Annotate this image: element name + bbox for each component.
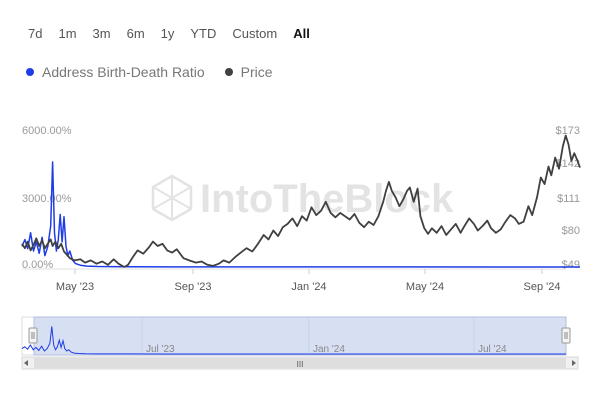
range-all-button[interactable]: All bbox=[293, 26, 310, 41]
x-tick-label: May '23 bbox=[56, 281, 94, 293]
navigator-selected-range[interactable] bbox=[33, 316, 567, 356]
navigator-label: Jul '24 bbox=[478, 344, 507, 355]
legend-item-birth-death-ratio[interactable]: Address Birth-Death Ratio bbox=[26, 64, 205, 80]
scrollbar-thumb[interactable] bbox=[34, 358, 566, 368]
watermark-logo-icon bbox=[151, 174, 193, 222]
scroll-left-arrow-icon[interactable] bbox=[24, 360, 28, 366]
time-range-selector: 7d 1m 3m 6m 1y YTD Custom All bbox=[22, 22, 316, 45]
range-1m-button[interactable]: 1m bbox=[58, 26, 77, 41]
y-right-tick-label: $173 bbox=[556, 125, 580, 137]
x-tick-label: Sep '24 bbox=[524, 281, 561, 293]
x-tick-label: Sep '23 bbox=[175, 281, 212, 293]
y-left-tick-label: 3000.00% bbox=[22, 193, 72, 205]
range-1y-button[interactable]: 1y bbox=[160, 26, 175, 41]
watermark-text: IntoTheBlock bbox=[200, 177, 454, 221]
chart-legend: Address Birth-Death Ratio Price bbox=[26, 64, 273, 80]
y-left-tick-label: 0.00% bbox=[22, 259, 53, 271]
watermark: IntoTheBlock bbox=[151, 174, 454, 222]
navigator-label: Jul '23 bbox=[146, 344, 175, 355]
legend-dot-icon bbox=[224, 68, 233, 76]
navigator-right-handle[interactable] bbox=[561, 327, 571, 344]
legend-dot-icon bbox=[26, 68, 34, 76]
series-line-birth-death-ratio bbox=[21, 161, 581, 268]
y-right-tick-label: $80 bbox=[562, 225, 580, 237]
x-tick-label: Jan '24 bbox=[291, 281, 326, 293]
x-tick-label: May '24 bbox=[406, 281, 444, 293]
scrollbar-grip-icon: III bbox=[297, 360, 304, 369]
y-right-tick-label: $49 bbox=[562, 259, 580, 271]
y-right-tick-label: $111 bbox=[557, 193, 580, 205]
legend-item-price[interactable]: Price bbox=[224, 64, 273, 80]
range-ytd-button[interactable]: YTD bbox=[190, 26, 217, 41]
legend-label: Address Birth-Death Ratio bbox=[42, 64, 205, 80]
navigator-left-handle[interactable] bbox=[28, 327, 38, 344]
y-left-tick-label: 6000.00% bbox=[22, 125, 72, 137]
range-7d-button[interactable]: 7d bbox=[28, 26, 43, 41]
navigator-label: Jan '24 bbox=[313, 344, 345, 355]
series-line-price bbox=[21, 134, 581, 268]
range-6m-button[interactable]: 6m bbox=[126, 26, 145, 41]
horizontal-scrollbar[interactable]: III bbox=[21, 356, 579, 370]
y-right-tick-label: $142 bbox=[556, 158, 580, 170]
scroll-right-arrow-icon[interactable] bbox=[572, 360, 576, 366]
range-3m-button[interactable]: 3m bbox=[92, 26, 111, 41]
range-custom-button[interactable]: Custom bbox=[232, 26, 278, 41]
navigator-series-line bbox=[21, 326, 566, 355]
legend-label: Price bbox=[240, 64, 273, 80]
range-navigator: Jul '23 Jan '24 Jul '24 bbox=[21, 316, 571, 356]
